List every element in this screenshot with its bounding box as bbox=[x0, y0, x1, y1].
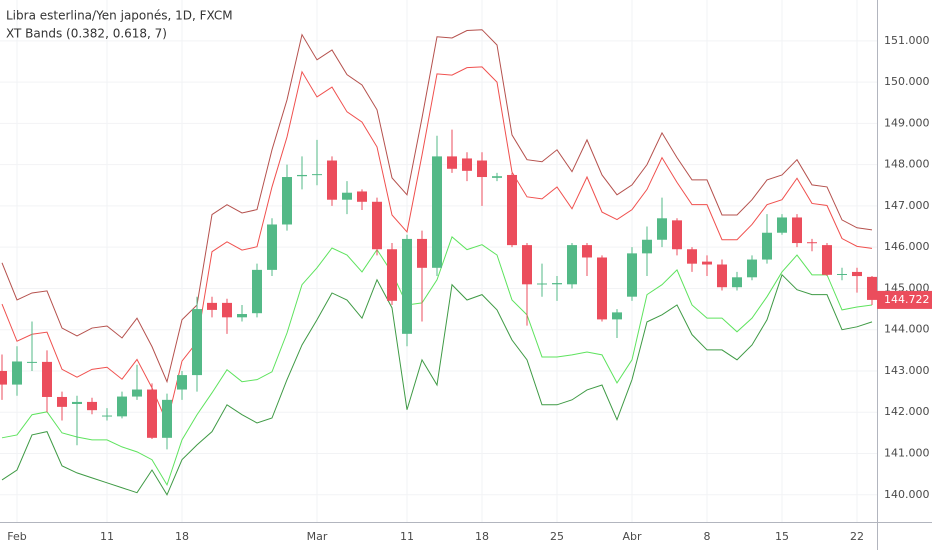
last-price-label: 144.722 bbox=[884, 293, 930, 306]
y-tick-label: 143.000 bbox=[884, 364, 930, 377]
y-tick-label: 151.000 bbox=[884, 34, 930, 47]
candle-body bbox=[27, 361, 37, 363]
candle-body bbox=[357, 191, 367, 202]
candle-body bbox=[417, 238, 427, 268]
axes: 140.000141.000142.000143.000144.000145.0… bbox=[7, 34, 932, 543]
candle-body bbox=[477, 160, 487, 178]
candle-body bbox=[147, 389, 157, 438]
y-tick-label: 140.000 bbox=[884, 488, 930, 501]
x-tick-label: 22 bbox=[850, 530, 864, 543]
candle-body bbox=[282, 177, 292, 225]
x-tick-label: Abr bbox=[622, 530, 642, 543]
candle-body bbox=[297, 174, 307, 177]
y-tick-label: 141.000 bbox=[884, 447, 930, 460]
grid bbox=[0, 0, 877, 522]
candle-body bbox=[252, 269, 262, 314]
candle-body bbox=[597, 257, 607, 320]
candle-body bbox=[537, 283, 547, 285]
band-line bbox=[1, 66, 873, 425]
candle-body bbox=[42, 361, 52, 397]
candle-body bbox=[327, 160, 337, 200]
x-tick-label: 18 bbox=[475, 530, 489, 543]
x-tick-label: 25 bbox=[550, 530, 564, 543]
candle-body bbox=[642, 239, 652, 254]
band-line bbox=[1, 273, 873, 496]
y-tick-label: 147.000 bbox=[884, 199, 930, 212]
candle-body bbox=[507, 174, 517, 246]
band-line bbox=[1, 29, 873, 384]
y-tick-label: 144.000 bbox=[884, 323, 930, 336]
candle-body bbox=[627, 253, 637, 297]
candle-body bbox=[762, 232, 772, 260]
candle-body bbox=[237, 314, 247, 318]
candle-body bbox=[387, 249, 397, 301]
x-tick-label: 8 bbox=[704, 530, 711, 543]
candle-body bbox=[822, 245, 832, 275]
candle-body bbox=[117, 396, 127, 417]
x-tick-label: Mar bbox=[307, 530, 328, 543]
candle-body bbox=[432, 156, 442, 268]
candle-body bbox=[162, 399, 172, 438]
x-tick-label: 18 bbox=[175, 530, 189, 543]
x-tick-label: 15 bbox=[775, 530, 789, 543]
candle-body bbox=[312, 174, 322, 176]
candle-body bbox=[192, 309, 202, 376]
x-tick-label: Feb bbox=[7, 530, 26, 543]
candle-body bbox=[717, 264, 727, 288]
candle-body bbox=[687, 249, 697, 264]
candle-body bbox=[567, 245, 577, 285]
candle-body bbox=[177, 375, 187, 390]
candle-body bbox=[582, 245, 592, 258]
candle-body bbox=[657, 218, 667, 240]
candle-body bbox=[852, 271, 862, 277]
indicator-legend: XT Bands (0.382, 0.618, 7) bbox=[6, 27, 167, 41]
y-tick-label: 146.000 bbox=[884, 240, 930, 253]
candle-body bbox=[57, 396, 67, 407]
candle-body bbox=[702, 261, 712, 265]
candle-body bbox=[72, 401, 82, 404]
candle-body bbox=[87, 401, 97, 411]
candle-body bbox=[732, 277, 742, 288]
candle-body bbox=[207, 302, 217, 310]
last-price-box bbox=[877, 290, 932, 309]
candle-body bbox=[837, 273, 847, 275]
candle-body bbox=[132, 389, 142, 397]
candle-body bbox=[342, 192, 352, 200]
candle-body bbox=[792, 217, 802, 244]
candle-body bbox=[222, 302, 232, 318]
candle-body bbox=[267, 224, 277, 270]
chart-title: Libra esterlina/Yen japonés, 1D, FXCM bbox=[6, 9, 233, 23]
plot bbox=[0, 29, 877, 496]
candle-body bbox=[372, 201, 382, 250]
y-tick-label: 148.000 bbox=[884, 158, 930, 171]
y-tick-label: 142.000 bbox=[884, 405, 930, 418]
candle-body bbox=[12, 361, 22, 385]
y-tick-label: 149.000 bbox=[884, 116, 930, 129]
candle-body bbox=[612, 312, 622, 320]
band-line bbox=[1, 236, 873, 487]
candle-body bbox=[672, 220, 682, 250]
candle-body bbox=[402, 238, 412, 334]
candle-body bbox=[807, 242, 817, 244]
x-tick-label: 11 bbox=[400, 530, 414, 543]
candle-body bbox=[102, 415, 112, 417]
candle-body bbox=[522, 245, 532, 285]
x-tick-label: 11 bbox=[100, 530, 114, 543]
y-tick-label: 150.000 bbox=[884, 75, 930, 88]
candle-body bbox=[867, 276, 877, 300]
candle-body bbox=[777, 217, 787, 233]
candle-body bbox=[0, 370, 7, 385]
candle-body bbox=[447, 156, 457, 169]
candle-body bbox=[462, 158, 472, 171]
candle-body bbox=[552, 283, 562, 285]
candle-body bbox=[492, 176, 502, 178]
candle-body bbox=[747, 259, 757, 278]
